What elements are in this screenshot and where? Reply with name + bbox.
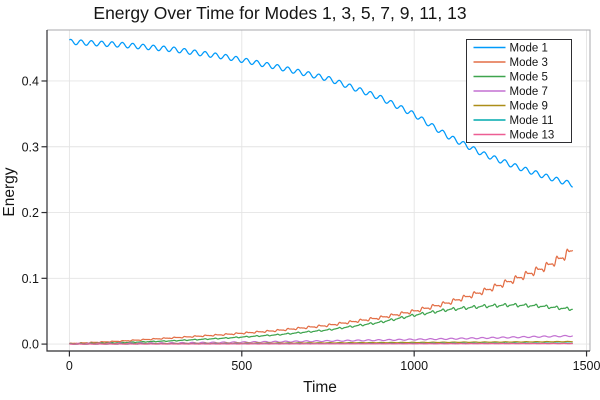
y-tick-label: 0.1 — [22, 272, 39, 286]
frame-top-right — [47, 29, 591, 351]
series-line-mode-13 — [69, 342, 573, 345]
x-tick-label: 500 — [231, 359, 252, 373]
series-lines — [69, 38, 574, 345]
chart-title: Energy Over Time for Modes 1, 3, 5, 7, 9… — [93, 3, 466, 23]
y-tick-label: 0.2 — [22, 206, 39, 220]
legend-label-mode-5: Mode 5 — [510, 72, 548, 84]
x-tick-label: 0 — [66, 359, 73, 373]
plot-frame — [46, 29, 591, 352]
axis-ticks: 0 500 1000 1500 0.0 0.1 0.2 0.3 0.4 — [22, 74, 600, 373]
legend-label-mode-3: Mode 3 — [510, 57, 548, 69]
legend-label-mode-1: Mode 1 — [510, 43, 548, 55]
legend-label-mode-11: Mode 11 — [510, 115, 554, 127]
frame-axes — [46, 30, 590, 352]
x-axis-label: Time — [303, 379, 337, 396]
y-tick-label: 0.3 — [22, 140, 39, 154]
y-tick-label: 0.4 — [22, 74, 39, 88]
x-tick-label: 1500 — [573, 359, 600, 373]
series-line-mode-5 — [69, 302, 573, 345]
legend: Mode 1 Mode 3 Mode 5 Mode 7 Mode 9 Mode 11 Mod… — [466, 39, 572, 143]
legend-label-mode-13: Mode 13 — [510, 130, 555, 142]
series-line-mode-1 — [69, 38, 573, 188]
series-line-mode-3 — [69, 248, 574, 345]
y-tick-label: 0.0 — [22, 338, 39, 352]
x-tick-label: 1000 — [400, 359, 428, 373]
legend-label-mode-9: Mode 9 — [510, 101, 548, 113]
legend-label-mode-7: Mode 7 — [510, 86, 548, 98]
y-axis-label: Energy — [1, 167, 18, 216]
